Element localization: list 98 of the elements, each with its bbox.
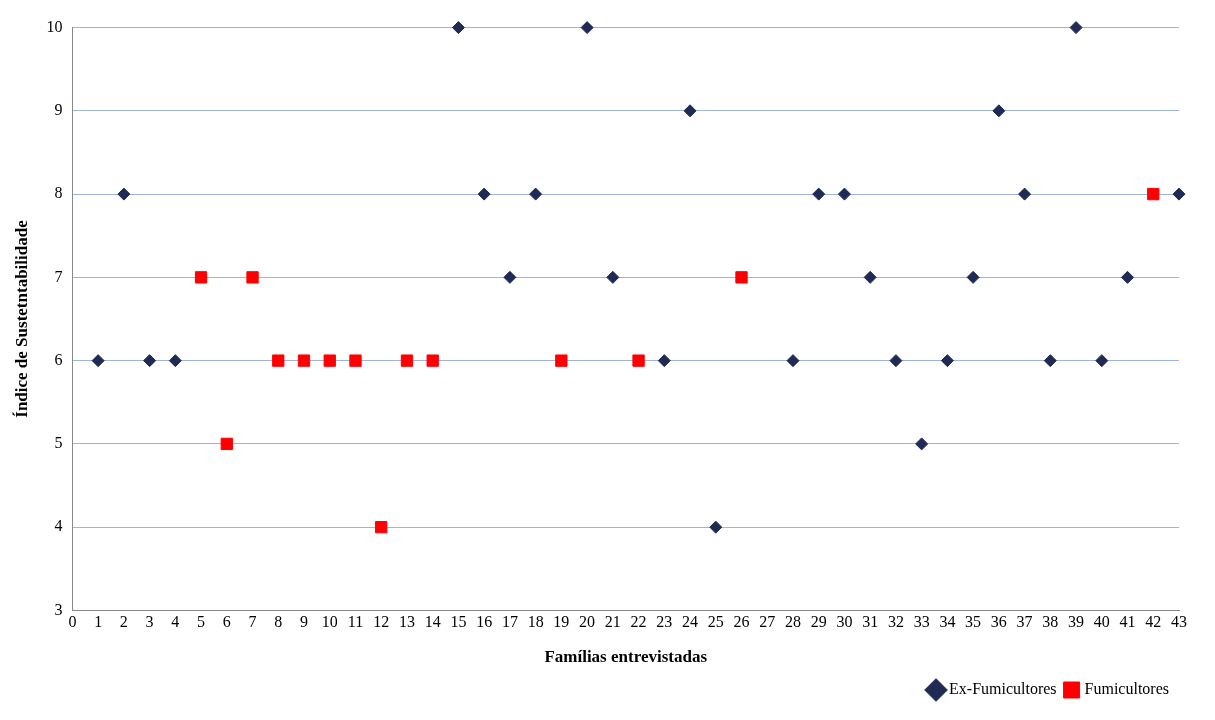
x-tick-label: 37 [1016, 613, 1033, 631]
x-tick-label: 32 [887, 613, 904, 631]
y-tick-label: 5 [54, 434, 63, 452]
point [709, 520, 723, 534]
point [1172, 187, 1186, 201]
x-tick-label: 2 [119, 613, 128, 631]
point [529, 187, 543, 201]
x-tick-label: 0 [68, 613, 77, 631]
y-tick-label: 9 [54, 101, 63, 119]
x-tick-label: 30 [836, 613, 853, 631]
x-tick-label: 31 [862, 613, 879, 631]
point [889, 354, 903, 368]
y-tick-label: 7 [54, 267, 63, 285]
point [375, 520, 388, 534]
point [426, 354, 439, 367]
point [349, 354, 362, 367]
point [735, 271, 748, 284]
point [837, 187, 851, 201]
point [451, 21, 465, 35]
x-tick-label: 22 [630, 613, 647, 631]
point [477, 187, 491, 201]
x-tick-label: 28 [784, 613, 801, 631]
x-tick-label: 12 [373, 613, 390, 631]
x-tick-label: 1 [94, 613, 103, 631]
x-tick-label: 9 [300, 613, 309, 631]
point [632, 354, 645, 367]
point [940, 354, 954, 368]
x-tick-label: 15 [450, 613, 467, 631]
x-tick-label: 4 [171, 613, 180, 631]
point [194, 271, 208, 284]
x-tick-label: 21 [604, 613, 621, 631]
x-tick-label: 7 [248, 613, 257, 631]
point [683, 104, 697, 118]
x-tick-label: 6 [222, 613, 231, 631]
y-tick-label: 6 [54, 350, 63, 368]
point [1069, 21, 1083, 35]
x-tick-label: 25 [707, 613, 724, 631]
point [992, 104, 1006, 118]
x-axis-title: Famílias entrevistadas [544, 647, 708, 667]
point [606, 270, 620, 284]
x-tick-label: 29 [810, 613, 827, 631]
point [143, 354, 157, 368]
y-tick-label: 8 [54, 184, 63, 202]
y-tick-label: 3 [54, 600, 63, 618]
point [812, 187, 826, 201]
y-tick-label: 4 [54, 517, 63, 535]
point [503, 270, 517, 284]
x-tick-label: 8 [274, 613, 283, 631]
point [786, 354, 800, 368]
x-tick-label: 33 [913, 613, 930, 631]
point [323, 354, 336, 367]
y-axis-title: Índice de Sustetntabilidade [11, 219, 31, 418]
x-tick-label: 42 [1145, 613, 1162, 631]
x-tick-label: 38 [1042, 613, 1059, 631]
point [91, 354, 105, 368]
x-tick-label: 18 [527, 613, 544, 631]
legend-label: Ex-Fumicultores [949, 680, 1057, 698]
point [168, 354, 182, 368]
point [555, 354, 568, 367]
point [863, 270, 877, 284]
point [580, 21, 594, 35]
x-tick-label: 34 [939, 613, 956, 631]
point [1121, 270, 1135, 284]
x-tick-label: 27 [759, 613, 776, 631]
point [246, 271, 259, 284]
legend-label: Fumicultores [1084, 680, 1169, 698]
x-tick-label: 19 [553, 613, 570, 631]
point [1018, 187, 1032, 201]
x-tick-label: 11 [347, 613, 364, 631]
x-tick-label: 20 [579, 613, 596, 631]
x-tick-label: 17 [501, 613, 518, 631]
x-tick-label: 26 [733, 613, 750, 631]
x-tick-label: 16 [476, 613, 493, 631]
x-tick-label: 14 [424, 613, 441, 631]
x-tick-label: 3 [145, 613, 154, 631]
point [1095, 354, 1109, 368]
point [915, 437, 929, 451]
x-tick-label: 40 [1093, 613, 1110, 631]
point [400, 354, 414, 367]
x-tick-label: 24 [682, 613, 699, 631]
point [117, 187, 131, 201]
y-tick-label: 10 [46, 17, 63, 35]
point [272, 354, 285, 367]
point [1147, 187, 1160, 201]
x-tick-label: 10 [321, 613, 338, 631]
point [1043, 354, 1057, 368]
x-tick-label: 43 [1171, 613, 1187, 631]
x-tick-label: 36 [990, 613, 1007, 631]
point [220, 437, 233, 451]
x-tick-label: 23 [656, 613, 673, 631]
point [297, 354, 311, 367]
x-tick-label: 39 [1068, 613, 1085, 631]
x-tick-label: 13 [398, 613, 415, 631]
x-tick-label: 5 [197, 613, 206, 631]
point [966, 270, 980, 284]
point [657, 354, 671, 368]
x-tick-label: 41 [1119, 613, 1136, 631]
x-tick-label: 35 [965, 613, 982, 631]
